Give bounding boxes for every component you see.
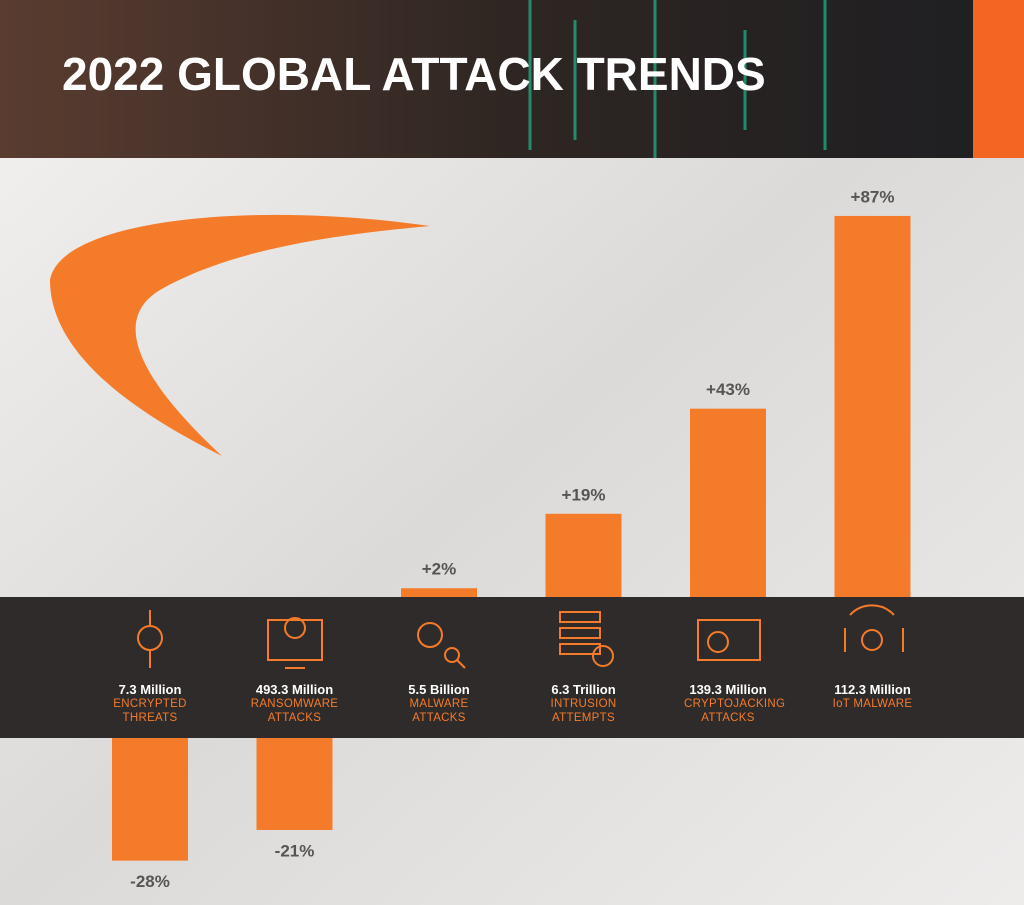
- bar: [256, 738, 333, 830]
- count-label: 6.3 Trillion: [551, 682, 616, 697]
- category-label: 493.3 Million RANSOMWARE ATTACKS: [235, 683, 355, 725]
- header: [0, 0, 1024, 158]
- category-name: CRYPTOJACKING ATTACKS: [684, 698, 786, 724]
- count-label: 5.5 Billion: [408, 682, 470, 697]
- category-label: 112.3 Million IoT MALWARE: [813, 683, 933, 711]
- bar: [545, 513, 622, 597]
- category-label: 139.3 Million CRYPTOJACKING ATTACKS: [668, 683, 788, 725]
- icons: [137, 604, 904, 669]
- value-label: -28%: [130, 872, 170, 891]
- count-label: 493.3 Million: [255, 682, 334, 697]
- swoosh: [50, 214, 430, 456]
- bar: [401, 588, 477, 597]
- count-label: 7.3 Million: [118, 682, 182, 697]
- label-band: [0, 597, 1024, 738]
- category-label: 7.3 Million ENCRYPTED THREATS: [90, 683, 210, 725]
- value-label: +2%: [422, 560, 457, 579]
- title: 2022 GLOBAL ATTACK TRENDS: [62, 48, 766, 100]
- bar: [834, 215, 911, 597]
- header-accent: [973, 0, 1024, 158]
- category-label: 6.3 Trillion INTRUSION ATTEMPTS: [524, 683, 644, 725]
- count-label: 139.3 Million: [689, 682, 767, 697]
- category-name: ENCRYPTED THREATS: [113, 698, 187, 724]
- category-label: 5.5 Billion MALWARE ATTACKS: [379, 683, 499, 725]
- category-name: RANSOMWARE ATTACKS: [250, 698, 339, 724]
- category-name: INTRUSION ATTEMPTS: [550, 698, 617, 724]
- value-label: +87%: [851, 187, 895, 206]
- bar: [690, 408, 766, 597]
- value-label: -21%: [275, 841, 315, 860]
- count-label: 112.3 Million: [834, 682, 911, 697]
- value-label: +19%: [562, 485, 606, 504]
- bar: [112, 738, 188, 861]
- category-name: IoT MALWARE: [832, 698, 913, 710]
- value-label: +43%: [706, 380, 750, 399]
- category-name: MALWARE ATTACKS: [409, 698, 469, 724]
- header-decoration: [528, 0, 827, 158]
